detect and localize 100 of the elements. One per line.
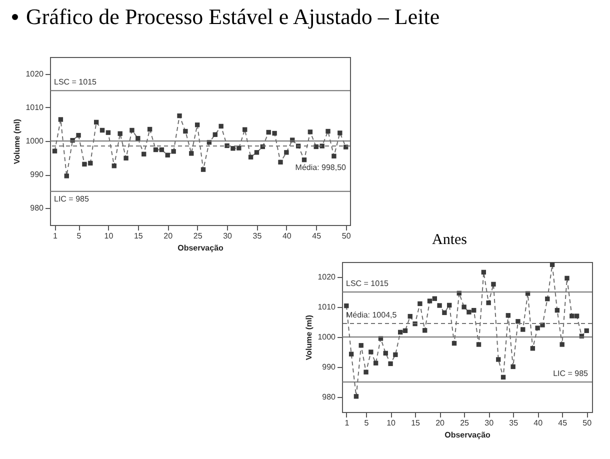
y-axis-title: Volume (ml) (12, 118, 22, 164)
y-tick-label: 990 (30, 170, 44, 180)
x-tick-label: 50 (582, 418, 592, 428)
point (338, 130, 342, 136)
point (442, 310, 447, 316)
point (560, 342, 564, 347)
x-tick-label: 40 (282, 232, 292, 240)
point (76, 132, 81, 138)
point (476, 342, 482, 347)
point (550, 262, 555, 268)
point (408, 314, 412, 319)
x-axis-title: Observação (444, 430, 491, 440)
point (432, 296, 437, 301)
x-tick-label: 10 (386, 418, 396, 428)
point (564, 276, 570, 281)
y-tick-label: 980 (322, 392, 336, 402)
point (147, 126, 152, 132)
point (272, 130, 277, 136)
point (194, 122, 200, 128)
point (570, 314, 574, 318)
point (368, 350, 374, 354)
y-tick-label: 1010 (318, 302, 336, 312)
y-tick-label: 1000 (26, 136, 44, 146)
point (254, 150, 260, 155)
x-tick-label: 50 (342, 232, 352, 240)
point (183, 128, 188, 134)
x-tick-label: 20 (164, 232, 174, 240)
point (189, 151, 194, 156)
x-tick-label: 1 (344, 418, 350, 428)
point (491, 282, 496, 287)
point (326, 128, 330, 134)
y-tick-label: 1020 (318, 272, 336, 282)
point (500, 374, 506, 380)
point (82, 162, 87, 167)
point (437, 303, 442, 308)
y-tick-label: 1000 (318, 332, 336, 342)
point (118, 131, 122, 136)
point (332, 154, 336, 158)
point (486, 300, 491, 306)
chart-title: Antes (432, 232, 467, 249)
point (266, 130, 271, 135)
point (427, 298, 432, 304)
point (516, 319, 520, 324)
point (348, 352, 354, 356)
point (402, 328, 408, 334)
point (354, 394, 359, 399)
point (510, 364, 516, 370)
chart-title: Gráfico de Processo Estável e Ajustado – Leite (26, 4, 440, 30)
point (393, 352, 398, 358)
point (200, 167, 206, 172)
y-axis-title: Volume (ml) (304, 314, 314, 360)
point (466, 310, 472, 314)
point (302, 157, 307, 162)
point (153, 147, 158, 152)
point (278, 160, 283, 165)
point (481, 270, 486, 275)
point (520, 327, 526, 332)
point (388, 361, 393, 366)
point (284, 150, 289, 155)
x-tick-label: 35 (509, 418, 519, 428)
x-tick-label: 15 (411, 418, 421, 428)
point (398, 330, 403, 335)
point (452, 340, 457, 346)
point (506, 313, 511, 318)
x-tick-label: 35 (252, 232, 262, 240)
point (358, 343, 364, 348)
x-tick-label: 45 (312, 232, 322, 240)
point (171, 149, 176, 154)
point (462, 304, 466, 310)
point (124, 156, 128, 160)
x-tick-label: 10 (104, 232, 114, 240)
point (52, 148, 58, 154)
point (554, 308, 560, 313)
point (545, 296, 550, 302)
point (344, 303, 349, 308)
ref-line-label: LSC = 1015 (54, 78, 98, 87)
point (320, 144, 324, 148)
ref-line-label: LSC = 1015 (346, 279, 390, 288)
x-tick-label: 5 (76, 232, 82, 240)
point (383, 350, 388, 356)
point (106, 130, 111, 135)
point (364, 370, 368, 374)
point (159, 147, 164, 152)
point (472, 308, 476, 313)
point (165, 152, 170, 158)
ref-line-label: Média: 1004,5 (346, 310, 398, 320)
x-tick-label: 30 (223, 232, 233, 240)
point (535, 326, 540, 330)
point (308, 130, 313, 134)
point (100, 128, 105, 133)
y-tick-label: 1010 (26, 102, 44, 112)
point (58, 117, 64, 122)
point (530, 346, 536, 351)
x-tick-label: 40 (534, 418, 544, 428)
x-tick-label: 30 (484, 418, 494, 428)
point (112, 164, 117, 168)
point (242, 127, 248, 132)
x-tick-label: 5 (364, 418, 370, 428)
point (218, 124, 224, 129)
x-tick-label: 20 (436, 418, 446, 428)
